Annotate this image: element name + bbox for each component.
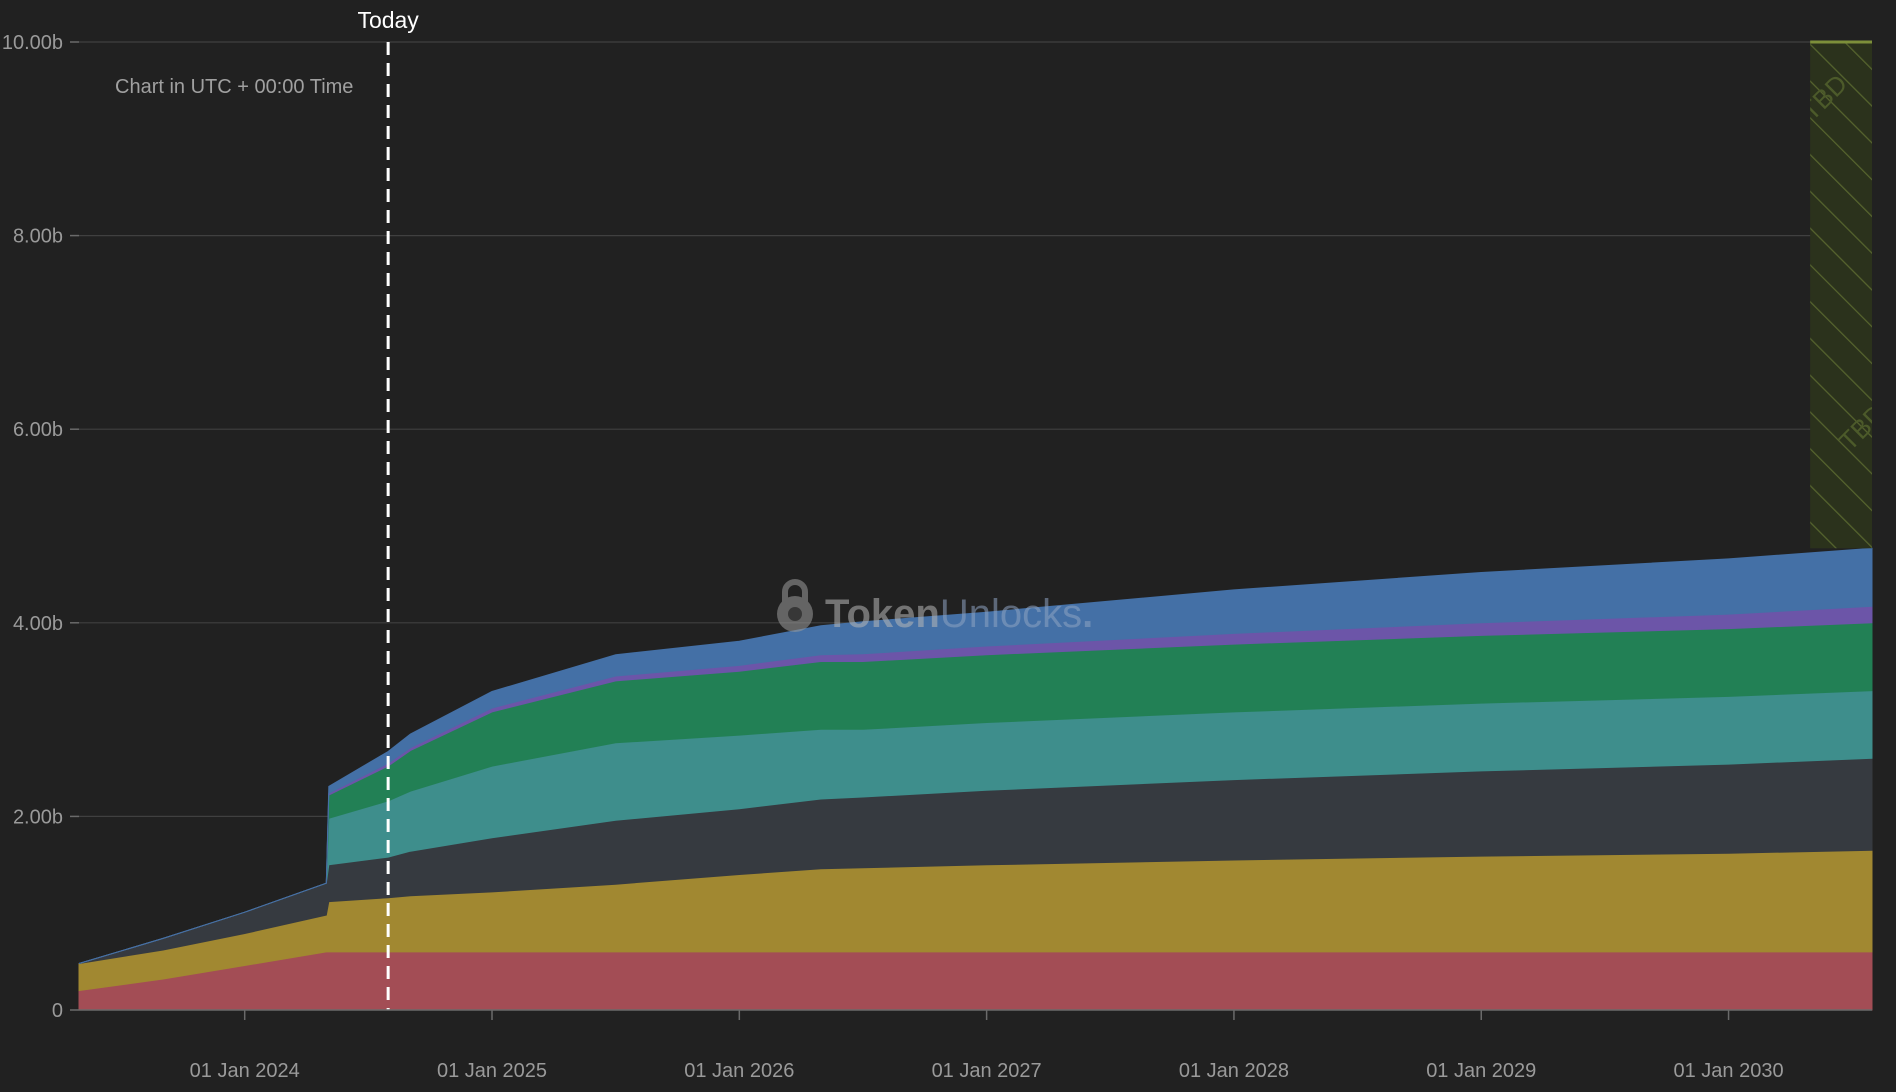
lock-icon	[777, 579, 813, 632]
today-marker: Today	[357, 7, 419, 1010]
axes: 0 2.00b 4.00b 6.00b 8.00b 10.00b 01 Jan 2024 01…	[2, 32, 1872, 1082]
y-tick-label-5: 10.00b	[2, 32, 63, 54]
x-tick-label-4: 01 Jan 2028	[1179, 1060, 1289, 1082]
stacked-areas	[78, 547, 1873, 1011]
tbd-hatched-area	[1810, 42, 1872, 549]
watermark-token: Token	[825, 592, 940, 636]
series-area-1	[78, 951, 1873, 1011]
y-tick-label-3: 6.00b	[13, 419, 63, 441]
x-tick-label-1: 01 Jan 2025	[437, 1060, 547, 1082]
tbd-region: TBD TBD	[1810, 40, 1872, 549]
x-tick-label-0: 01 Jan 2024	[190, 1060, 300, 1082]
watermark-dot: .	[1082, 592, 1093, 636]
watermark-text: TokenUnlocks.	[825, 592, 1093, 636]
y-tick-label-1: 2.00b	[13, 806, 63, 828]
y-tick-label-4: 8.00b	[13, 226, 63, 248]
x-tick-label-2: 01 Jan 2026	[684, 1060, 794, 1082]
x-tick-label-3: 01 Jan 2027	[932, 1060, 1042, 1082]
x-tick-label-5: 01 Jan 2029	[1426, 1060, 1536, 1082]
today-label: Today	[357, 7, 419, 33]
y-tick-label-0: 0	[52, 1000, 63, 1022]
timezone-note: Chart in UTC + 00:00 Time	[115, 76, 353, 98]
y-tick-label-2: 4.00b	[13, 613, 63, 635]
watermark: TokenUnlocks.	[777, 579, 1093, 636]
x-tick-label-6: 01 Jan 2030	[1674, 1060, 1784, 1082]
series-area-7	[78, 547, 1873, 964]
watermark-unlocks: Unlocks	[940, 592, 1082, 636]
